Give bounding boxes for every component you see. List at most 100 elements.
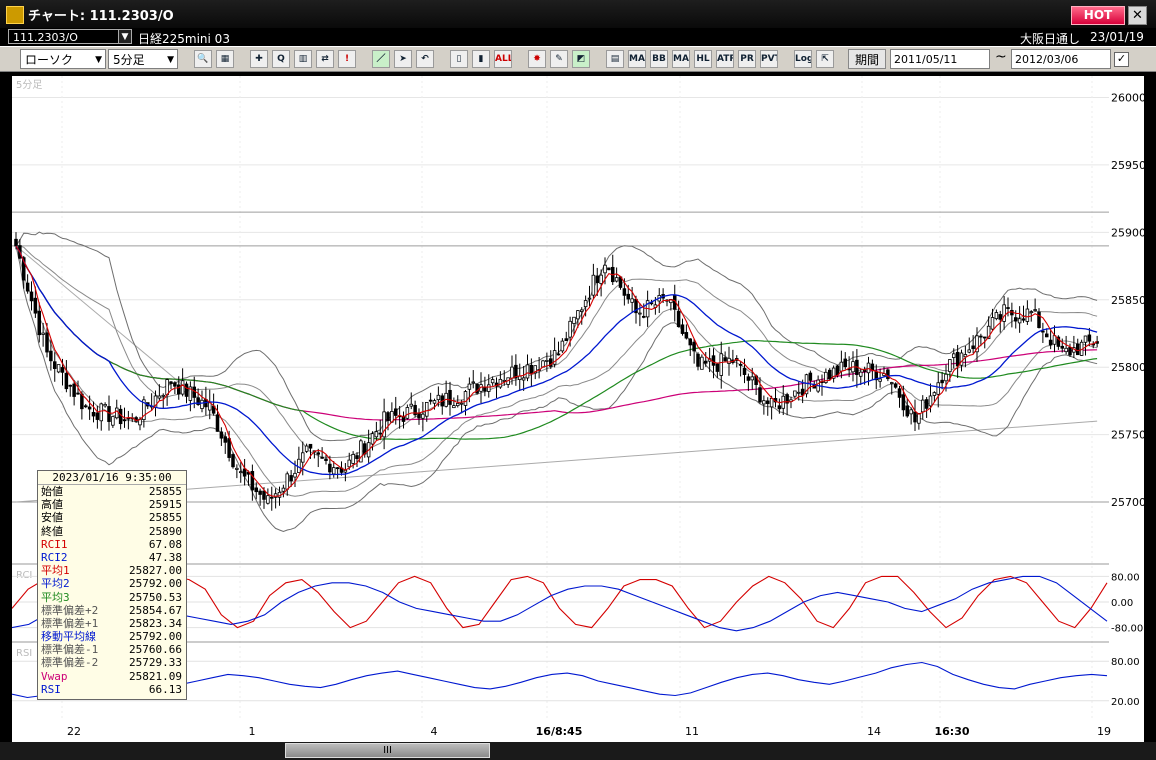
candle-body bbox=[599, 274, 603, 284]
ohlc-value: 25855 bbox=[148, 511, 182, 525]
time-tick-label: 14 bbox=[867, 725, 881, 738]
candle-body bbox=[703, 360, 708, 364]
candle-body bbox=[95, 412, 100, 420]
candle-body bbox=[510, 366, 514, 379]
candle-body bbox=[920, 399, 925, 413]
symbol-input[interactable]: 111.2303/O bbox=[8, 29, 128, 44]
pr-icon[interactable]: PR bbox=[738, 50, 756, 68]
hl-icon[interactable]: HL bbox=[694, 50, 712, 68]
time-axis: 22 1 4 16/8:45 11 14 16:30 19 bbox=[12, 720, 1144, 742]
bar-chart-icon[interactable]: ▥ bbox=[294, 50, 312, 68]
ohlc-row: 平均3 25750.53 bbox=[38, 591, 186, 604]
close-button[interactable]: ✕ bbox=[1128, 6, 1147, 25]
bb-icon[interactable]: BB bbox=[650, 50, 668, 68]
search-chart-icon[interactable]: Q bbox=[272, 50, 290, 68]
candle-body bbox=[719, 353, 724, 376]
ohlc-label: 標準偏差-2 bbox=[41, 656, 99, 670]
candle-body bbox=[467, 383, 472, 390]
candle-body bbox=[793, 390, 797, 397]
candle-body bbox=[1029, 311, 1034, 313]
window-title-bar: チャート: 111.2303/O HOT ✕ bbox=[0, 0, 1156, 29]
from-date-field[interactable]: 2011/05/11 bbox=[890, 49, 990, 69]
candle-body bbox=[215, 414, 220, 432]
ohlc-label: 安値 bbox=[41, 511, 63, 525]
atr-icon[interactable]: ATR bbox=[716, 50, 734, 68]
bollinger-lower-2 bbox=[15, 245, 1098, 533]
price-scale: 26000 25950 25900 25850 25800 25750 25700 80.00… bbox=[1109, 76, 1146, 720]
log-icon[interactable]: Log bbox=[794, 50, 812, 68]
candle-body bbox=[692, 341, 696, 352]
symbol-dropdown-button[interactable]: ▼ bbox=[118, 29, 132, 44]
subpanel-tick-label: 20.00 bbox=[1111, 697, 1140, 708]
subpanel-tick-label: -80.00 bbox=[1111, 624, 1143, 635]
candle-body bbox=[405, 407, 410, 419]
candle-body bbox=[808, 372, 813, 381]
candle-body bbox=[223, 436, 228, 443]
chart-type-select[interactable]: ローソク ▼ bbox=[20, 49, 106, 69]
candle-body bbox=[901, 394, 906, 411]
ma1-line bbox=[15, 245, 1098, 497]
ohlc-value: 67.08 bbox=[148, 537, 182, 551]
chart-area[interactable]: 5分足 RCI RSI bbox=[12, 76, 1109, 720]
color-icon[interactable]: ◩ bbox=[572, 50, 590, 68]
candle-body bbox=[401, 415, 406, 422]
ohlc-row: 高値 25915 bbox=[38, 498, 186, 511]
candle-body bbox=[14, 238, 18, 247]
candle-body bbox=[951, 353, 956, 358]
arrows-icon[interactable]: ⇄ bbox=[316, 50, 334, 68]
layout-icon[interactable]: ▦ bbox=[216, 50, 234, 68]
candle-body bbox=[21, 257, 26, 281]
panel-label-rci: RCI bbox=[16, 570, 32, 581]
candle-body bbox=[238, 471, 243, 474]
horizontal-scrollbar[interactable] bbox=[0, 742, 1156, 760]
warning-icon[interactable]: ! bbox=[338, 50, 356, 68]
candle-body bbox=[758, 387, 762, 403]
indicator-icon[interactable]: ▤ bbox=[606, 50, 624, 68]
candle-wide-icon[interactable]: ▮ bbox=[472, 50, 490, 68]
undo-icon[interactable]: ↶ bbox=[416, 50, 434, 68]
candle-body bbox=[990, 317, 995, 330]
candle-body bbox=[331, 467, 336, 475]
ohlc-row: 標準偏差+2 25854.67 bbox=[38, 604, 186, 617]
candle-body bbox=[603, 264, 607, 274]
settings-icon[interactable]: ✸ bbox=[528, 50, 546, 68]
candle-body bbox=[448, 389, 452, 405]
candle-body bbox=[56, 364, 61, 373]
export-icon[interactable]: ⇱ bbox=[816, 50, 834, 68]
ma-icon[interactable]: MA bbox=[628, 50, 646, 68]
candle-body bbox=[765, 400, 770, 404]
candle-body bbox=[231, 454, 235, 468]
candle-body bbox=[49, 350, 53, 362]
zoom-icon[interactable]: 🔍 bbox=[194, 50, 212, 68]
hot-button[interactable]: HOT bbox=[1071, 6, 1125, 25]
candle-body bbox=[967, 349, 972, 353]
candle-body bbox=[924, 399, 929, 409]
candle-body bbox=[1056, 336, 1061, 347]
cursor-icon[interactable]: ➤ bbox=[394, 50, 412, 68]
scrollbar-thumb[interactable]: III bbox=[285, 743, 490, 758]
draw-line-icon[interactable]: ／ bbox=[372, 50, 390, 68]
candle-body bbox=[1021, 318, 1026, 321]
candle-body bbox=[545, 359, 549, 362]
all-icon[interactable]: ALL bbox=[494, 50, 512, 68]
crosshair-icon[interactable]: ✚ bbox=[250, 50, 268, 68]
mae-icon[interactable]: MAE bbox=[672, 50, 690, 68]
pvt-icon[interactable]: PVT bbox=[760, 50, 778, 68]
candle-body bbox=[572, 316, 576, 324]
period-checkbox[interactable]: ✓ bbox=[1114, 52, 1129, 67]
period-button[interactable]: 期間 bbox=[848, 49, 886, 69]
candle-body bbox=[936, 382, 941, 395]
candle-body bbox=[219, 431, 224, 439]
pen-icon[interactable]: ✎ bbox=[550, 50, 568, 68]
to-date-field[interactable]: 2012/03/06 bbox=[1011, 49, 1111, 69]
ohlc-row: RSI 66.13 bbox=[38, 683, 186, 696]
interval-select[interactable]: 5分足 ▼ bbox=[108, 49, 178, 69]
candle-body bbox=[982, 336, 987, 339]
candle-body bbox=[971, 345, 975, 350]
candle-body bbox=[242, 468, 247, 477]
chart-type-value: ローソク bbox=[25, 53, 74, 67]
candle-body bbox=[308, 443, 313, 449]
candle-narrow-icon[interactable]: ▯ bbox=[450, 50, 468, 68]
ohlc-timestamp: 2023/01/16 9:35:00 bbox=[38, 471, 186, 485]
candle-body bbox=[688, 338, 693, 346]
